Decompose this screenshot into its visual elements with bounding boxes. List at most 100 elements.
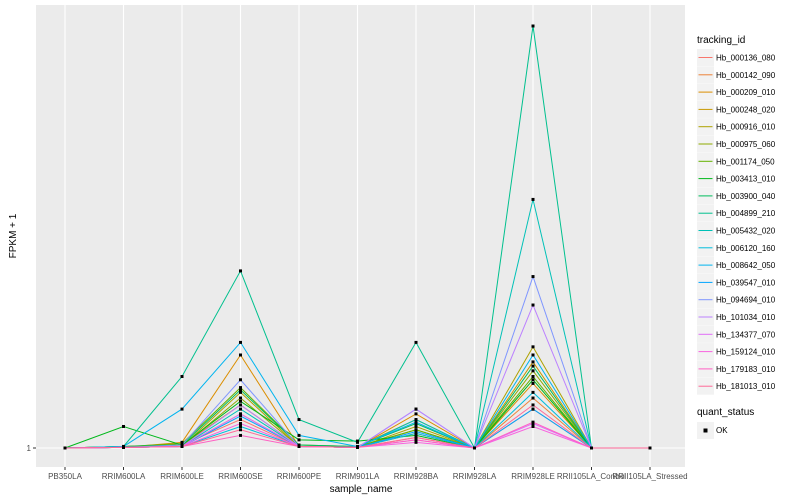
x-axis-title: sample_name — [330, 484, 393, 495]
y-tick-label: 1 — [27, 444, 32, 453]
data-point — [239, 340, 242, 344]
gridlines — [36, 5, 685, 467]
data-point — [122, 445, 125, 449]
legend-title: tracking_id — [697, 35, 745, 46]
legend-label: Hb_159124_010 — [716, 348, 776, 357]
data-point — [531, 378, 535, 382]
data-point — [531, 275, 535, 279]
data-point — [414, 436, 418, 440]
legend-label: Hb_094694_010 — [716, 296, 776, 305]
data-point — [239, 433, 242, 437]
data-point — [414, 424, 418, 428]
legend-label: Hb_181013_010 — [716, 382, 776, 391]
legend-label: Hb_000916_010 — [716, 123, 776, 132]
data-point — [531, 375, 535, 379]
data-point — [239, 412, 242, 416]
data-point — [531, 381, 535, 385]
data-point — [531, 345, 535, 349]
legend-label: Hb_179183_010 — [716, 365, 776, 374]
legend-label: Hb_101034_010 — [716, 313, 776, 322]
data-point — [239, 269, 242, 273]
data-point — [414, 420, 418, 424]
x-tick-label: RRIM928BA — [394, 472, 439, 481]
legend-label: Hb_006120_160 — [716, 244, 776, 253]
x-tick-label: RRIM600PE — [277, 472, 321, 481]
data-point — [531, 353, 535, 357]
legend-label: Hb_004899_210 — [716, 209, 776, 218]
data-point — [239, 399, 242, 403]
legend: tracking_id Hb_000136_080 Hb_000142_090 Hb… — [697, 35, 776, 439]
x-axis-ticks: PB350LA RRIM600LA RRIM600LE RRIM600SE RRIM60… — [48, 467, 688, 481]
data-point — [473, 446, 476, 450]
data-point — [239, 428, 242, 432]
legend-item: Hb_000142_090 — [697, 66, 776, 84]
legend-label: Hb_000142_090 — [716, 71, 776, 80]
legend-item: Hb_000975_060 — [697, 135, 776, 153]
legend-label: Hb_005432_020 — [716, 227, 776, 236]
legend-label: Hb_000248_020 — [716, 105, 776, 114]
legend-item: Hb_101034_010 — [697, 308, 776, 326]
data-point — [531, 420, 535, 424]
data-point — [531, 403, 535, 407]
data-point — [414, 430, 418, 434]
legend-item: Hb_006120_160 — [697, 239, 776, 257]
data-points — [63, 24, 652, 450]
data-point — [414, 438, 418, 442]
legend-label: Hb_000975_060 — [716, 140, 776, 149]
data-point — [297, 444, 301, 448]
data-point — [239, 396, 242, 400]
data-point — [414, 428, 418, 432]
legend-item: Hb_000209_010 — [697, 83, 776, 101]
data-point — [297, 433, 301, 437]
legend-item: Hb_179183_010 — [697, 360, 776, 378]
data-point — [414, 418, 418, 422]
x-tick-label: RRIM901LA — [336, 472, 380, 481]
legend-label: Hb_000136_080 — [716, 54, 776, 63]
legend-label: Hb_008642_050 — [716, 261, 776, 270]
y-axis-title: FPKM + 1 — [8, 213, 19, 258]
data-point — [648, 446, 652, 450]
legend-item: Hb_159124_010 — [697, 343, 776, 361]
data-point — [297, 418, 301, 422]
data-point — [414, 340, 418, 344]
legend-item: Hb_001174_050 — [697, 152, 775, 170]
data-point — [414, 407, 418, 411]
data-point — [239, 353, 242, 357]
legend-item: Hb_000916_010 — [697, 118, 776, 136]
data-point — [180, 375, 184, 379]
data-point — [239, 390, 242, 394]
legend-label: Hb_039547_010 — [716, 278, 776, 287]
legend-item: Hb_004899_210 — [697, 204, 776, 222]
x-tick-label: RRIM928LE — [511, 472, 555, 481]
data-point — [180, 444, 184, 448]
data-point — [356, 445, 359, 449]
data-point — [239, 386, 242, 390]
data-point — [414, 433, 418, 437]
legend-item: Hb_008642_050 — [697, 256, 776, 274]
legend-item: Hb_003900_040 — [697, 187, 776, 205]
legend-item: Hb_134377_070 — [697, 325, 776, 343]
legend-item: Hb_094694_010 — [697, 291, 776, 309]
data-point — [239, 388, 242, 392]
data-point — [239, 414, 242, 418]
data-point — [531, 360, 535, 364]
x-tick-label: RRIM600LA — [102, 472, 146, 481]
data-point — [531, 197, 535, 201]
data-point — [531, 303, 535, 307]
data-point — [239, 403, 242, 407]
data-point — [531, 396, 535, 400]
data-point — [531, 390, 535, 394]
legend-item: Hb_181013_010 — [697, 377, 776, 395]
data-point — [590, 446, 593, 450]
x-tick-label: RRIM928LA — [453, 472, 497, 481]
data-point — [297, 438, 301, 442]
legend-item: Hb_000248_020 — [697, 100, 776, 118]
y-axis-ticks: 1 — [27, 444, 36, 453]
legend2-key-square — [703, 428, 708, 433]
legend-label: Hb_003413_010 — [716, 175, 776, 184]
legend2-title: quant_status — [697, 407, 754, 418]
legend-item: Hb_005432_020 — [697, 222, 776, 239]
data-point — [531, 364, 535, 368]
legend-label: Hb_000209_010 — [716, 88, 776, 97]
